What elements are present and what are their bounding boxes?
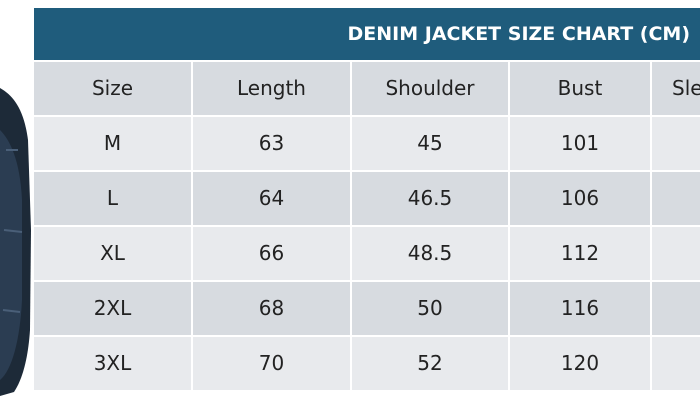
jacket-image (0, 88, 31, 396)
data-row: 3XL 70 52 120 (34, 337, 700, 390)
data-row: L 64 46.5 106 (34, 172, 700, 225)
cell: Sle (652, 62, 700, 115)
cell: 101 (510, 117, 650, 170)
cell: Shoulder (352, 62, 508, 115)
cell: 112 (510, 227, 650, 280)
cell (652, 227, 700, 280)
cell: 120 (510, 337, 650, 390)
cell: 3XL (34, 337, 191, 390)
cell: 66 (193, 227, 350, 280)
cell: 45 (352, 117, 508, 170)
cell (652, 282, 700, 335)
cell: 48.5 (352, 227, 508, 280)
data-row: 2XL 68 50 116 (34, 282, 700, 335)
cell (652, 172, 700, 225)
cell: 106 (510, 172, 650, 225)
cell: 52 (352, 337, 508, 390)
data-row: M 63 45 101 (34, 117, 700, 170)
data-row: XL 66 48.5 112 (34, 227, 700, 280)
cell: 116 (510, 282, 650, 335)
cell: Length (193, 62, 350, 115)
cell: 50 (352, 282, 508, 335)
cell: 70 (193, 337, 350, 390)
header-row: Size Length Shoulder Bust Sle (34, 62, 700, 115)
cell: 2XL (34, 282, 191, 335)
cell: XL (34, 227, 191, 280)
table-title: DENIM JACKET SIZE CHART (CM) (347, 23, 690, 45)
cell: 46.5 (352, 172, 508, 225)
cell: 64 (193, 172, 350, 225)
cell (652, 117, 700, 170)
cell (652, 337, 700, 390)
cell: M (34, 117, 191, 170)
cell: Bust (510, 62, 650, 115)
title-bar: DENIM JACKET SIZE CHART (CM) (34, 8, 700, 60)
cell: Size (34, 62, 191, 115)
cell: 63 (193, 117, 350, 170)
cell: L (34, 172, 191, 225)
cell: 68 (193, 282, 350, 335)
